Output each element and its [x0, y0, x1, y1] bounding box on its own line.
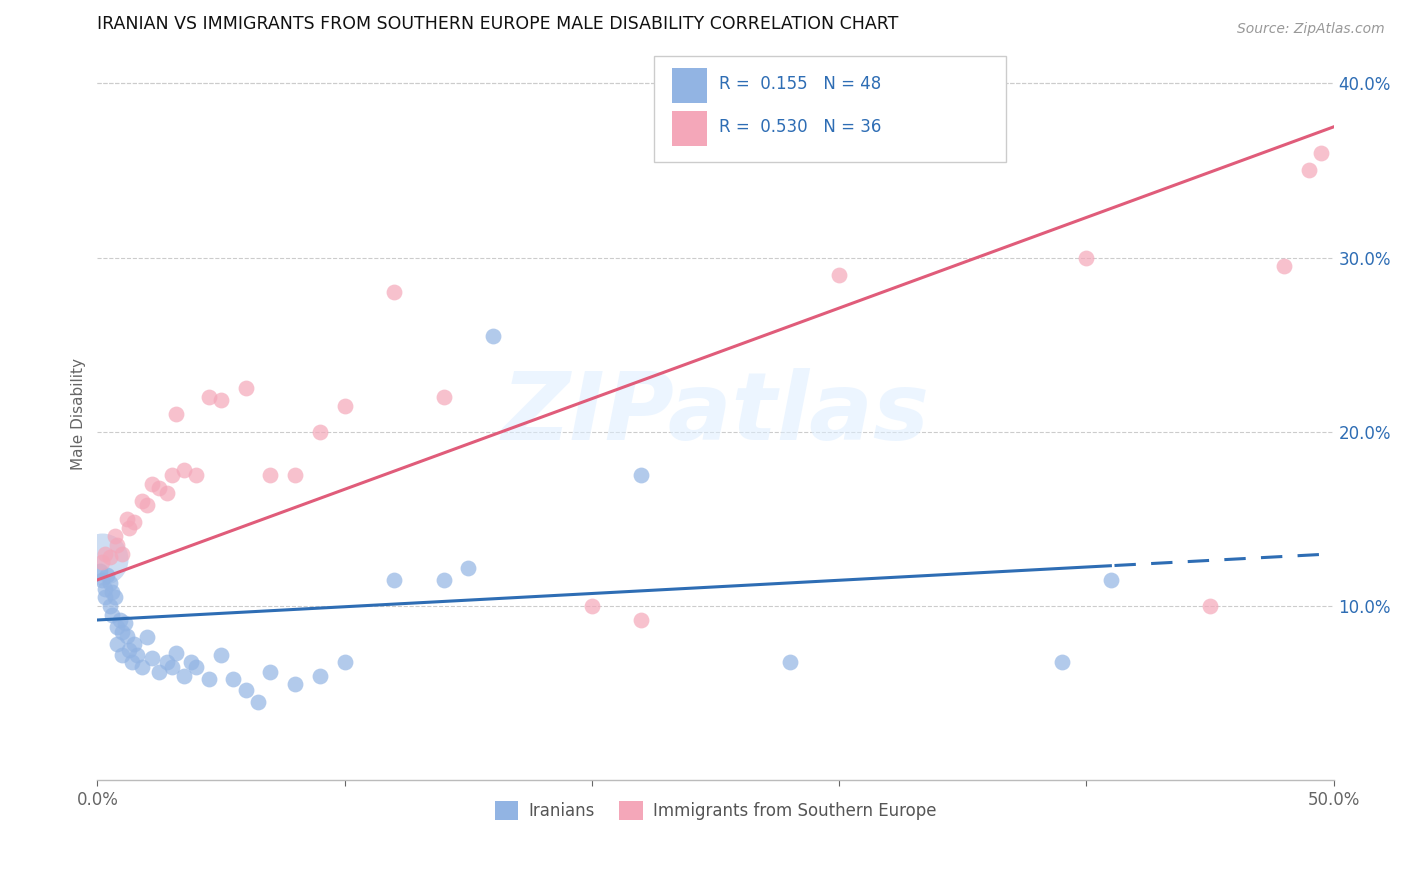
Text: Source: ZipAtlas.com: Source: ZipAtlas.com [1237, 22, 1385, 37]
Point [457, 560, 479, 574]
Point [124, 516, 146, 530]
Point [105, 620, 128, 634]
Point [166, 646, 188, 660]
Point [828, 268, 851, 282]
Point [1050, 655, 1073, 669]
Text: ZIPatlas: ZIPatlas [502, 368, 929, 460]
FancyBboxPatch shape [672, 68, 707, 103]
Point [118, 521, 141, 535]
Point [197, 672, 219, 686]
Point [111, 648, 134, 662]
Legend: Iranians, Immigrants from Southern Europe: Iranians, Immigrants from Southern Europ… [488, 794, 943, 827]
Point [432, 573, 454, 587]
Point [284, 468, 307, 483]
Point [98, 576, 121, 591]
Point [108, 613, 131, 627]
Point [131, 660, 153, 674]
Point [155, 655, 177, 669]
Point [141, 477, 163, 491]
Point [125, 648, 148, 662]
Point [209, 648, 232, 662]
Point [209, 393, 232, 408]
Point [482, 329, 505, 343]
Point [222, 672, 245, 686]
Point [160, 660, 183, 674]
Point [101, 607, 124, 622]
Point [1199, 599, 1222, 613]
FancyBboxPatch shape [672, 111, 707, 145]
Point [94, 591, 117, 605]
Point [98, 599, 121, 613]
Point [111, 625, 134, 640]
Point [114, 616, 136, 631]
Point [124, 637, 146, 651]
Point [259, 468, 281, 483]
Point [976, 85, 998, 99]
Point [94, 547, 117, 561]
Point [105, 538, 128, 552]
Point [96, 567, 118, 582]
Point [141, 651, 163, 665]
Point [104, 591, 127, 605]
Point [180, 655, 202, 669]
Point [779, 655, 801, 669]
Text: R =  0.155   N = 48: R = 0.155 N = 48 [720, 75, 882, 93]
Point [333, 655, 356, 669]
Point [581, 599, 603, 613]
Point [89, 564, 111, 578]
Point [91, 556, 114, 570]
Point [105, 637, 128, 651]
Point [94, 582, 117, 596]
Y-axis label: Male Disability: Male Disability [72, 359, 86, 470]
Point [91, 552, 114, 566]
Point [432, 390, 454, 404]
Point [131, 494, 153, 508]
FancyBboxPatch shape [654, 56, 1007, 161]
Point [111, 547, 134, 561]
Point [284, 677, 307, 691]
Point [333, 399, 356, 413]
Point [166, 408, 188, 422]
Point [173, 669, 195, 683]
Point [382, 573, 405, 587]
Point [115, 512, 138, 526]
Point [247, 695, 270, 709]
Point [118, 642, 141, 657]
Text: IRANIAN VS IMMIGRANTS FROM SOUTHERN EUROPE MALE DISABILITY CORRELATION CHART: IRANIAN VS IMMIGRANTS FROM SOUTHERN EURO… [97, 15, 898, 33]
Point [98, 550, 121, 565]
Point [235, 381, 257, 395]
Point [1310, 146, 1333, 161]
Point [1272, 259, 1295, 273]
Point [104, 529, 127, 543]
Point [1298, 163, 1320, 178]
Point [1076, 251, 1098, 265]
Point [148, 665, 170, 680]
Point [91, 573, 114, 587]
Point [186, 468, 208, 483]
Point [186, 660, 208, 674]
Point [115, 629, 138, 643]
Point [135, 631, 157, 645]
Point [309, 669, 332, 683]
Point [630, 613, 652, 627]
Point [382, 285, 405, 300]
Point [135, 498, 157, 512]
Point [160, 468, 183, 483]
Point [309, 425, 332, 439]
Point [173, 463, 195, 477]
Point [630, 468, 652, 483]
Point [235, 682, 257, 697]
Point [259, 665, 281, 680]
Point [1099, 573, 1122, 587]
Point [197, 390, 219, 404]
Point [155, 485, 177, 500]
Text: R =  0.530   N = 36: R = 0.530 N = 36 [720, 119, 882, 136]
Point [148, 481, 170, 495]
Point [101, 585, 124, 599]
Point [121, 655, 143, 669]
